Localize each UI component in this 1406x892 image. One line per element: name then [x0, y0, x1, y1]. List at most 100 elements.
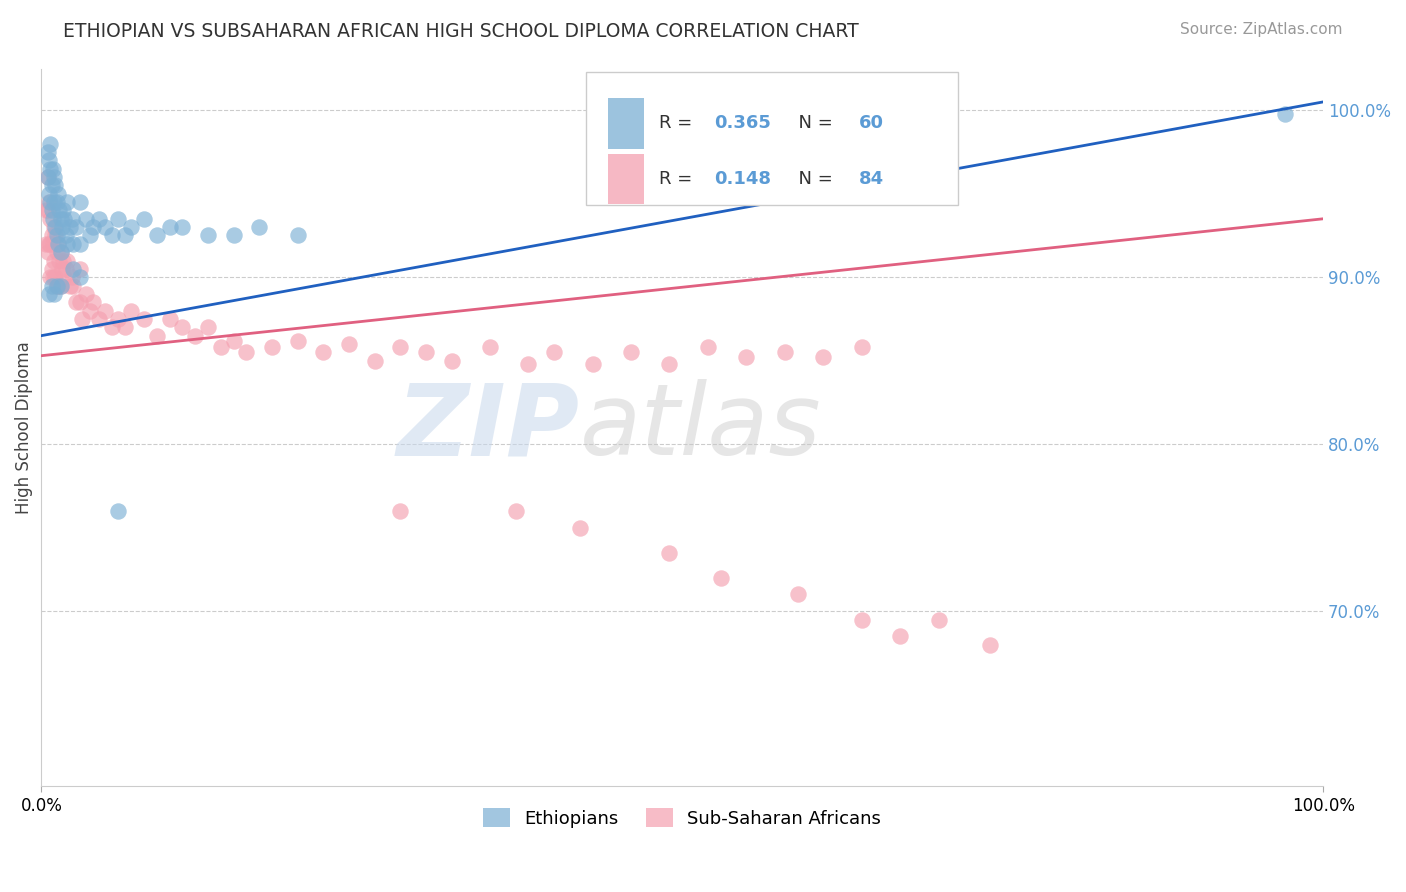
Text: atlas: atlas [579, 379, 821, 476]
Point [56, 195, 79, 210]
Point [197, 228, 219, 243]
Point [69, 295, 91, 310]
Text: ETHIOPIAN VS SUBSAHARAN AFRICAN HIGH SCHOOL DIPLOMA CORRELATION CHART: ETHIOPIAN VS SUBSAHARAN AFRICAN HIGH SCH… [63, 22, 859, 41]
Point [44, 220, 66, 235]
Point [39, 195, 62, 210]
Point [1274, 106, 1296, 120]
Point [53, 211, 76, 226]
Point [75, 287, 97, 301]
Y-axis label: High School Diploma: High School Diploma [15, 341, 32, 514]
Point [41, 278, 63, 293]
Point [159, 220, 181, 235]
Point [39, 270, 62, 285]
Point [478, 340, 501, 354]
Point [62, 261, 84, 276]
Point [39, 211, 62, 226]
Point [44, 287, 66, 301]
Point [505, 504, 527, 518]
Point [79, 228, 101, 243]
Bar [607, 98, 644, 149]
Point [132, 312, 155, 326]
Point [851, 340, 873, 354]
Point [60, 270, 83, 285]
Point [773, 345, 796, 359]
Point [35, 236, 58, 251]
Point [52, 203, 75, 218]
Point [75, 211, 97, 226]
Point [120, 220, 142, 235]
Point [710, 571, 733, 585]
Point [94, 220, 117, 235]
Text: N =: N = [787, 114, 839, 132]
Point [45, 278, 67, 293]
Point [65, 295, 87, 310]
Point [69, 270, 91, 285]
Point [44, 220, 66, 235]
Point [363, 353, 385, 368]
Point [114, 320, 136, 334]
Point [114, 228, 136, 243]
Point [44, 228, 66, 243]
Text: 84: 84 [859, 169, 884, 187]
Point [813, 351, 835, 365]
Legend: Ethiopians, Sub-Saharan Africans: Ethiopians, Sub-Saharan Africans [475, 801, 889, 835]
Point [72, 312, 94, 326]
Point [82, 295, 104, 310]
Point [38, 186, 60, 201]
Point [46, 236, 69, 251]
Point [658, 546, 681, 560]
Point [39, 136, 62, 151]
Point [39, 236, 62, 251]
Point [87, 312, 110, 326]
Point [65, 220, 87, 235]
Point [82, 220, 104, 235]
Point [389, 504, 412, 518]
Point [69, 236, 91, 251]
Point [53, 270, 76, 285]
Text: Source: ZipAtlas.com: Source: ZipAtlas.com [1180, 22, 1343, 37]
Point [197, 320, 219, 334]
Point [979, 638, 1001, 652]
Point [172, 320, 194, 334]
Point [94, 303, 117, 318]
Point [49, 245, 72, 260]
Point [107, 312, 129, 326]
Point [209, 340, 232, 354]
Point [44, 195, 66, 210]
Point [49, 278, 72, 293]
Point [786, 587, 808, 601]
Point [69, 261, 91, 276]
Point [37, 203, 59, 218]
Text: 60: 60 [859, 114, 884, 132]
Point [38, 287, 60, 301]
Point [44, 253, 66, 268]
Point [42, 211, 65, 226]
Point [101, 228, 124, 243]
Point [247, 220, 270, 235]
Point [389, 340, 412, 354]
Point [543, 345, 565, 359]
Point [41, 178, 63, 193]
Point [41, 261, 63, 276]
Point [42, 236, 65, 251]
Point [107, 211, 129, 226]
Point [851, 613, 873, 627]
Point [45, 228, 67, 243]
Point [696, 340, 718, 354]
Point [56, 236, 79, 251]
Point [517, 357, 540, 371]
Point [37, 169, 59, 184]
Text: ZIP: ZIP [396, 379, 579, 476]
Point [337, 337, 360, 351]
Point [39, 161, 62, 176]
Point [55, 228, 77, 243]
Point [184, 328, 207, 343]
Point [79, 303, 101, 318]
Point [37, 245, 59, 260]
Text: 0.148: 0.148 [714, 169, 772, 187]
Point [658, 357, 681, 371]
Point [312, 345, 335, 359]
Point [44, 270, 66, 285]
Point [260, 340, 283, 354]
Point [222, 334, 245, 348]
